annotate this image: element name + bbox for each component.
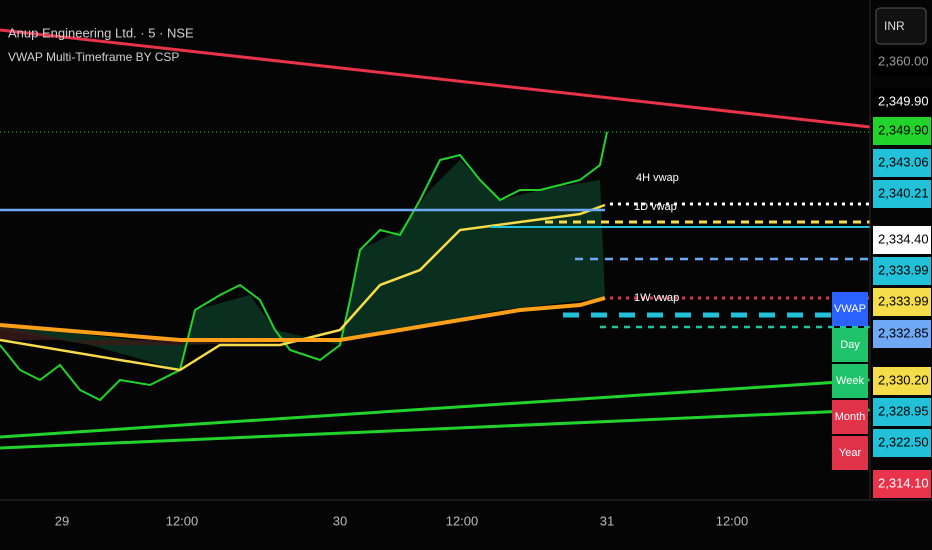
day-vwap [0, 203, 606, 372]
time-label: 29 [55, 513, 69, 528]
line-label: 1W vwap [634, 292, 679, 304]
time-label: 31 [600, 513, 614, 528]
price-label-box [873, 88, 931, 116]
legend-label: Month [835, 411, 866, 423]
time-label: 12:00 [166, 513, 199, 528]
price-label: 2,334.40 [878, 231, 929, 246]
price-label: 2,328.95 [878, 403, 929, 418]
legend-cell [832, 328, 868, 362]
price-label-box [873, 320, 931, 348]
price-label-box [873, 226, 931, 254]
legend-cell [832, 292, 868, 326]
line-label: 4H vwap [636, 172, 679, 184]
price-label-box [873, 257, 931, 285]
vwap-area [0, 160, 605, 370]
indicator-title: VWAP Multi-Timeframe BY CSP [8, 50, 179, 64]
price-label-box [873, 180, 931, 208]
legend-cell [832, 364, 868, 398]
price-label-box [873, 117, 931, 145]
price-label: 2,332.85 [878, 325, 929, 340]
time-label: 12:00 [446, 513, 479, 528]
price-line [0, 131, 608, 402]
price-label: 2,333.99 [878, 293, 929, 308]
price-label-box [873, 429, 931, 457]
legend-label: VWAP [834, 303, 866, 315]
time-label: 12:00 [716, 513, 749, 528]
symbol-title: Anup Engineering Ltd. · 5 · NSE [8, 25, 194, 40]
trend-line [0, 28, 871, 129]
legend-label: Year [839, 447, 862, 459]
line-label: 1D vwap [634, 201, 677, 213]
legend-label: Week [836, 375, 864, 387]
price-label: 2,360.00 [878, 53, 929, 68]
currency-label[interactable]: INR [884, 19, 905, 33]
legend-label: Day [840, 339, 860, 351]
time-label: 30 [333, 513, 347, 528]
price-label: 2,314.10 [878, 475, 929, 490]
price-label: 2,322.50 [878, 434, 929, 449]
price-label: 2,349.90 [878, 122, 929, 137]
price-label-box [873, 149, 931, 177]
price-label-box [873, 398, 931, 426]
legend-cell [832, 436, 868, 470]
price-label: 2,349.90 [878, 93, 929, 108]
price-label: 2,330.20 [878, 372, 929, 387]
legend-cell [832, 400, 868, 434]
price-label: 2,333.99 [878, 262, 929, 277]
price-label-box [873, 367, 931, 395]
price-label-box [873, 288, 931, 316]
trend-line [0, 408, 871, 450]
week-vwap [0, 296, 606, 342]
price-label-box [873, 48, 931, 76]
trend-line [0, 378, 871, 439]
price-label-box [873, 470, 931, 498]
price-label: 2,343.06 [878, 154, 929, 169]
price-label: 2,340.21 [878, 185, 929, 200]
currency-button[interactable] [875, 7, 927, 45]
